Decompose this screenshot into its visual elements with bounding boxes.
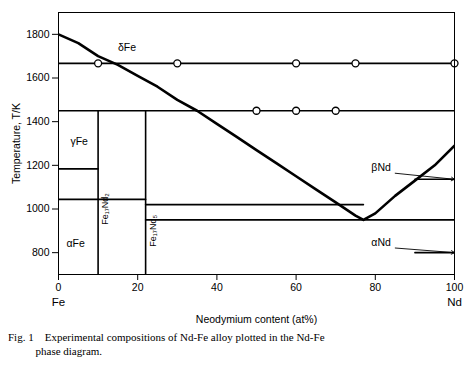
svg-text:Fe₁₇Nd₅: Fe₁₇Nd₅ [148,215,158,247]
svg-text:δFe: δFe [118,41,136,53]
svg-text:γFe: γFe [70,135,88,147]
svg-text:Temperature, T/K: Temperature, T/K [10,103,22,184]
svg-text:100: 100 [446,281,464,293]
svg-text:Fe₁₇Nd₂: Fe₁₇Nd₂ [100,193,110,225]
svg-text:Neodymium content (at%): Neodymium content (at%) [196,313,317,325]
svg-text:800: 800 [32,246,50,258]
svg-text:60: 60 [290,281,302,293]
svg-text:1400: 1400 [26,115,50,127]
svg-text:0: 0 [56,281,62,293]
svg-text:αFe: αFe [66,237,84,249]
svg-text:20: 20 [132,281,144,293]
svg-text:Nd: Nd [447,296,462,308]
svg-text:40: 40 [211,281,223,293]
svg-text:Fe: Fe [52,296,65,308]
svg-text:1000: 1000 [26,202,50,214]
svg-text:1800: 1800 [26,28,50,40]
svg-text:1600: 1600 [26,71,50,83]
svg-text:80: 80 [369,281,381,293]
svg-text:βNd: βNd [371,161,391,173]
svg-text:αNd: αNd [371,236,391,248]
html-text:Fig. 1 Experimental compositio: Fig. 1 Experimental compositions of Nd-F… [8,331,325,357]
svg-text:1200: 1200 [26,159,50,171]
